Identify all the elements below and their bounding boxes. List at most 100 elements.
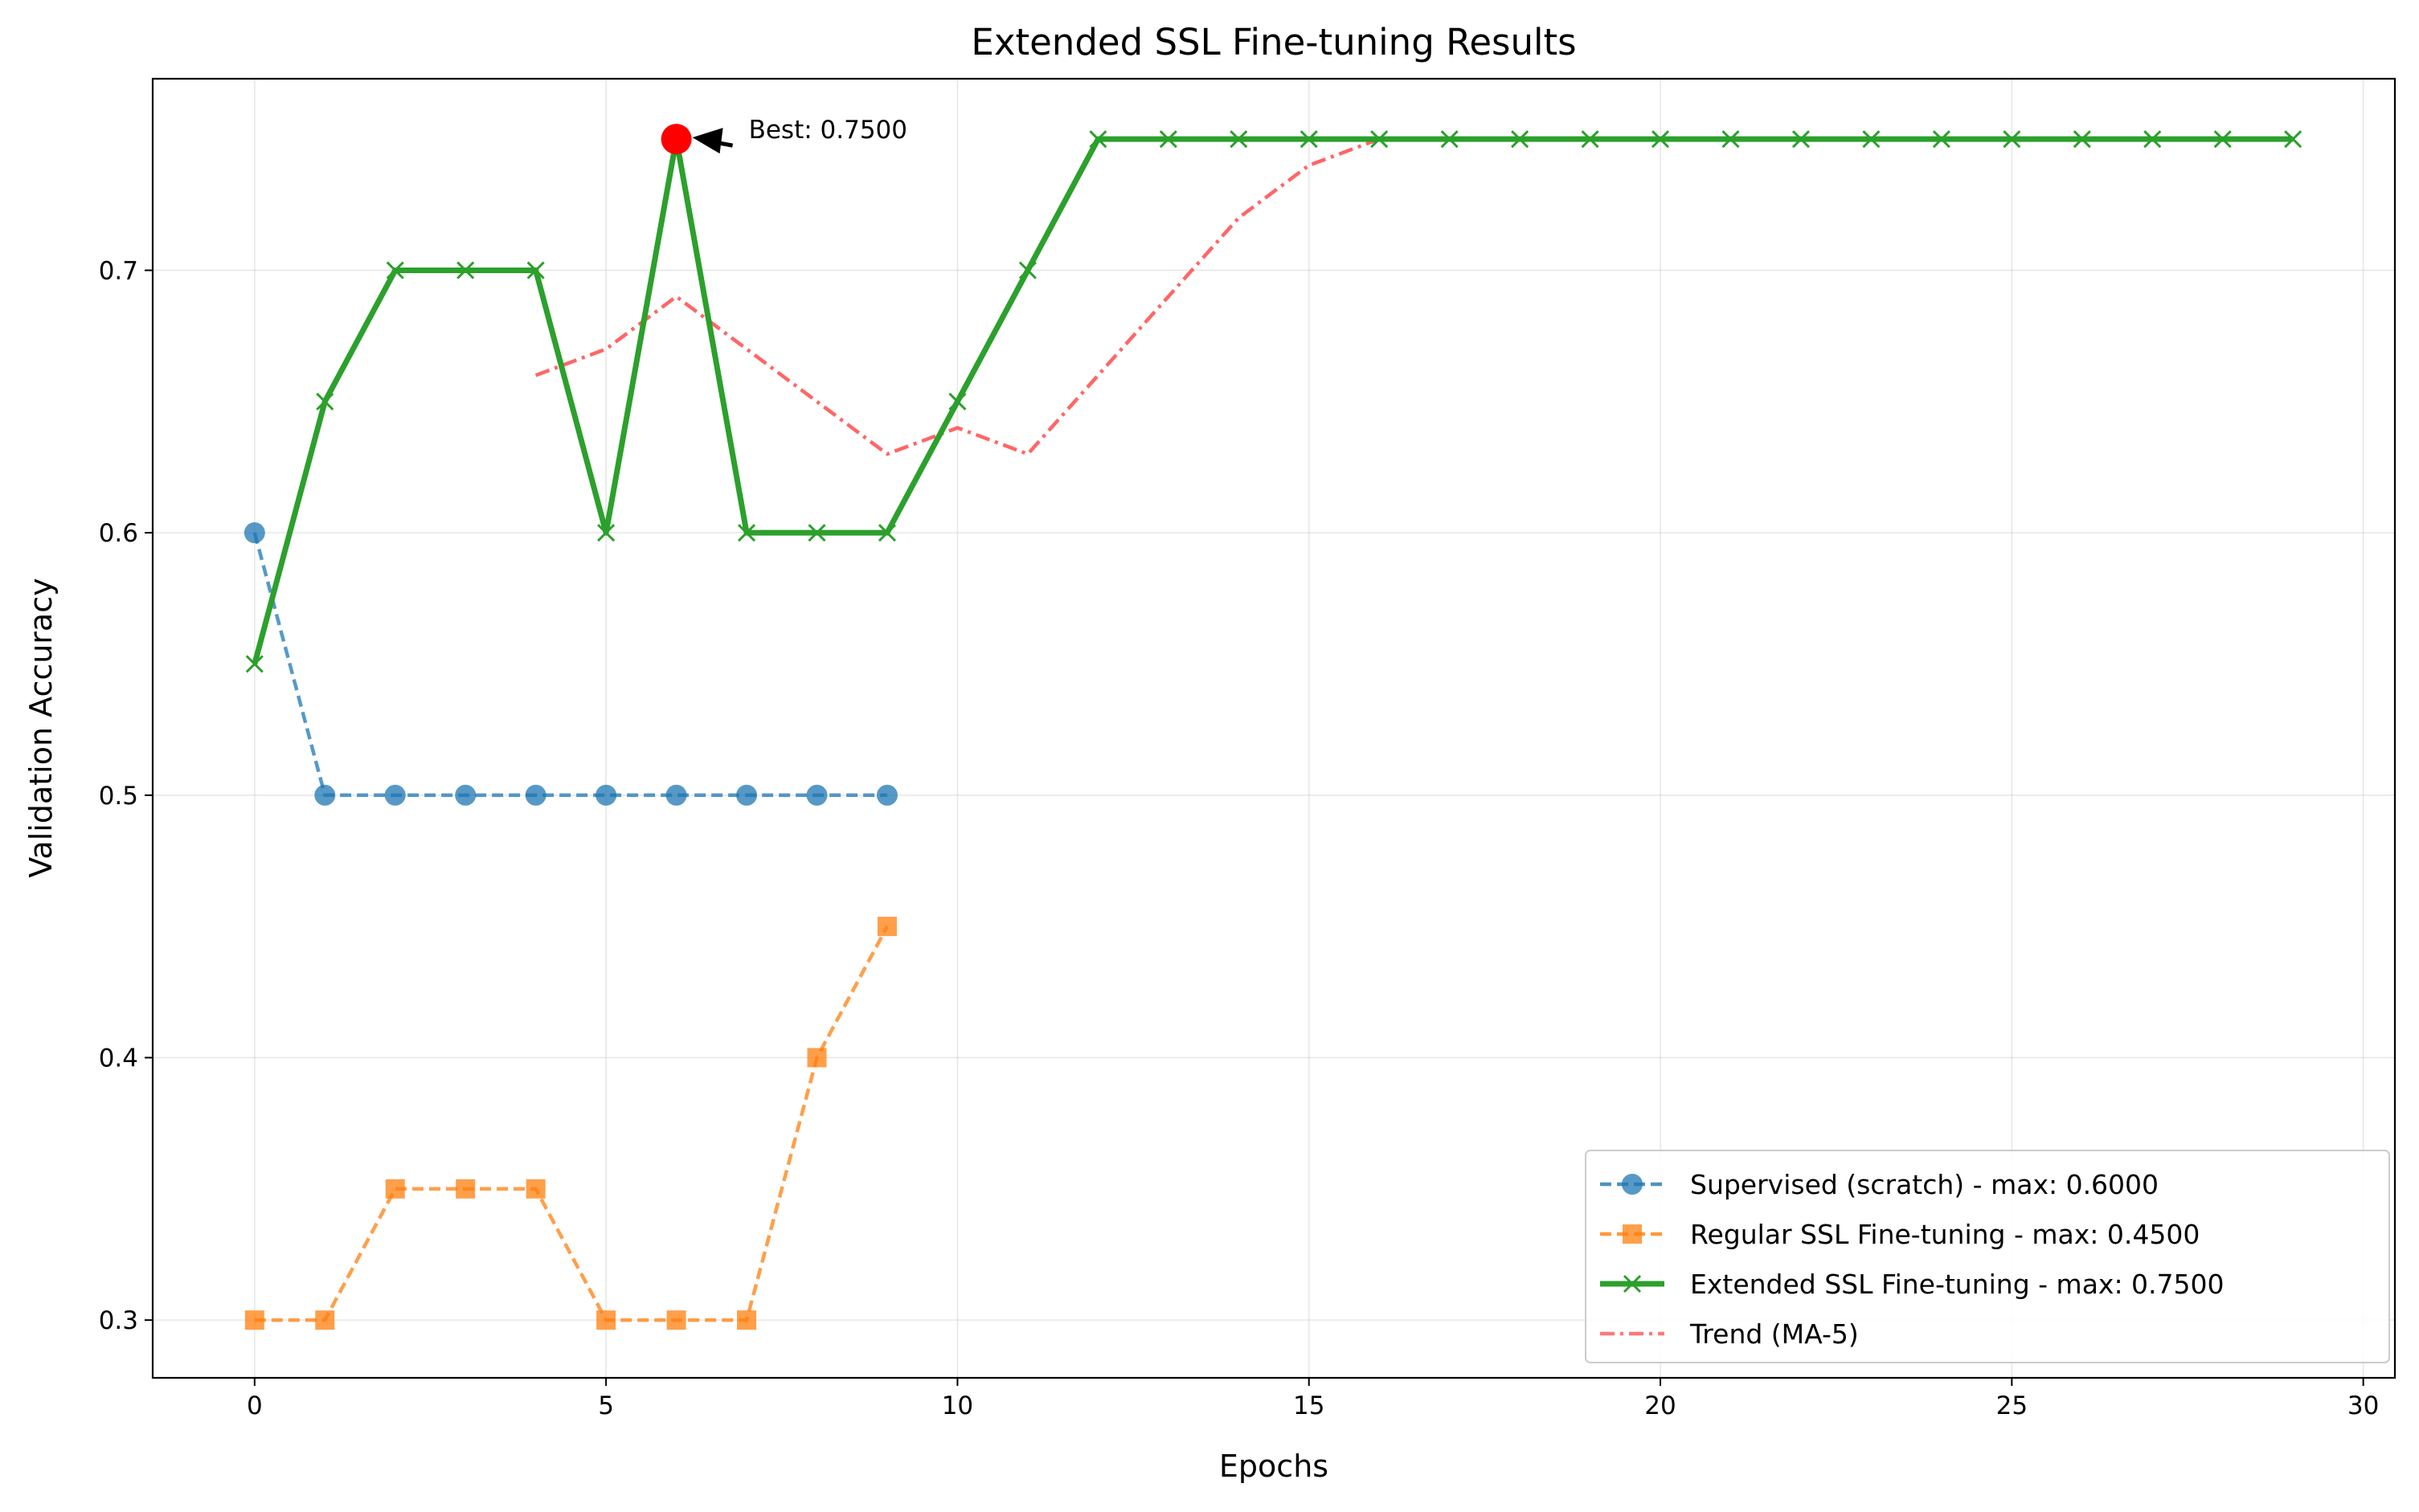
data-point-regular-ssl: [737, 1310, 757, 1330]
data-point-extended-ssl: [1089, 130, 1107, 149]
data-point-supervised: [876, 784, 898, 806]
marker-stroke: [2143, 130, 2162, 149]
marker-stroke: [1440, 130, 1459, 149]
data-point-regular-ssl: [385, 1179, 405, 1199]
axis-ticks: 0 5 10 15 20 25 30 0.3 0.4 0.5 0.6 0.7: [99, 256, 2380, 1420]
marker-stroke: [1623, 1274, 1642, 1293]
data-point-supervised: [665, 784, 687, 806]
y-tick-label: 0.3: [99, 1306, 138, 1335]
x-tick-label: 5: [598, 1391, 614, 1420]
chart-title: Extended SSL Fine-tuning Results: [971, 21, 1576, 63]
legend-frame: [1585, 1150, 2390, 1363]
y-axis-label: Validation Accuracy: [23, 578, 59, 877]
marker-stroke: [1651, 130, 1670, 149]
data-point-extended-ssl: [316, 392, 334, 411]
data-point-supervised: [736, 784, 758, 806]
legend-label: Extended SSL Fine-tuning - max: 0.7500: [1690, 1269, 2225, 1300]
marker-stroke: [737, 524, 756, 542]
data-point-regular-ssl: [596, 1310, 616, 1330]
legend: Supervised (scratch) - max: 0.6000 Regula…: [1585, 1150, 2390, 1363]
data-point-extended-ssl: [1300, 130, 1318, 149]
legend-entry-regular-ssl: Regular SSL Fine-tuning - max: 0.4500: [1600, 1219, 2200, 1250]
data-point-supervised: [314, 784, 336, 806]
data-point-regular-ssl: [456, 1179, 476, 1199]
data-point-supervised: [455, 784, 477, 806]
series-group: [244, 130, 2302, 1330]
legend-entry-extended-ssl: Extended SSL Fine-tuning - max: 0.7500: [1600, 1269, 2225, 1300]
data-point-regular-ssl: [315, 1310, 335, 1330]
annotation-arrow-head: [692, 128, 723, 154]
data-point-supervised: [596, 784, 617, 806]
legend-label: Supervised (scratch) - max: 0.6000: [1690, 1169, 2159, 1200]
data-point-extended-ssl: [386, 261, 404, 280]
data-point-extended-ssl: [1932, 130, 1950, 149]
best-annotation: Best: 0.7500: [661, 116, 907, 155]
data-point-extended-ssl: [2003, 130, 2021, 149]
marker-stroke: [386, 261, 404, 280]
marker-stroke: [1862, 130, 1881, 149]
data-point-supervised: [525, 784, 546, 806]
x-axis-label: Epochs: [1219, 1449, 1328, 1484]
marker-stroke: [1300, 130, 1318, 149]
data-point-extended-ssl: [1230, 130, 1248, 149]
data-point-supervised: [806, 784, 828, 806]
marker-stroke: [808, 524, 826, 542]
marker-stroke: [245, 655, 264, 673]
legend-label: Trend (MA-5): [1689, 1318, 1859, 1350]
series-regular-ssl: [244, 917, 897, 1330]
data-point-extended-ssl: [878, 524, 897, 542]
annotation-text: Best: 0.7500: [749, 116, 907, 145]
legend-marker: [1622, 1174, 1643, 1195]
data-point-extended-ssl: [1791, 130, 1811, 149]
x-tick-label: 10: [942, 1391, 973, 1420]
data-point-extended-ssl: [2143, 130, 2162, 149]
series-supervised: [244, 522, 898, 806]
legend-entry-trend-ma5: Trend (MA-5): [1600, 1318, 1859, 1350]
plot-frame: [151, 77, 2396, 1379]
marker-stroke: [1230, 130, 1248, 149]
legend-marker: [1623, 1224, 1642, 1244]
legend-label: Regular SSL Fine-tuning - max: 0.4500: [1690, 1219, 2200, 1250]
data-point-extended-ssl: [1370, 130, 1389, 149]
marker-stroke: [456, 261, 475, 280]
marker-stroke: [1159, 130, 1177, 149]
legend-entry-supervised: Supervised (scratch) - max: 0.6000: [1600, 1169, 2159, 1200]
best-point-marker: [661, 124, 692, 155]
data-point-extended-ssl: [737, 524, 756, 542]
y-tick-label: 0.7: [99, 256, 138, 285]
marker-stroke: [597, 524, 616, 542]
marker-stroke: [1581, 130, 1599, 149]
data-point-extended-ssl: [948, 392, 967, 411]
y-tick-label: 0.4: [99, 1044, 138, 1073]
data-point-regular-ssl: [807, 1048, 827, 1068]
series-line-extended-ssl: [252, 136, 2294, 665]
data-point-extended-ssl: [1721, 130, 1740, 149]
data-point-extended-ssl: [597, 524, 616, 542]
x-tick-label: 30: [2347, 1391, 2379, 1420]
data-point-extended-ssl: [456, 261, 475, 280]
data-point-regular-ssl: [666, 1310, 686, 1330]
series-extended-ssl: [245, 130, 2302, 673]
data-point-extended-ssl: [808, 524, 826, 542]
data-point-supervised: [244, 522, 265, 544]
x-tick-label: 25: [1996, 1391, 2028, 1420]
marker-stroke: [1018, 261, 1037, 280]
data-point-supervised: [384, 784, 406, 806]
marker-stroke: [526, 261, 545, 280]
data-point-extended-ssl: [2213, 130, 2232, 149]
marker-stroke: [1791, 130, 1811, 149]
y-tick-label: 0.5: [99, 782, 138, 811]
data-point-extended-ssl: [2284, 130, 2302, 149]
marker-stroke: [1089, 130, 1107, 149]
data-point-regular-ssl: [877, 917, 897, 937]
marker-stroke: [1721, 130, 1740, 149]
marker-stroke: [316, 392, 334, 411]
data-point-extended-ssl: [1440, 130, 1459, 149]
marker-stroke: [1370, 130, 1389, 149]
data-point-extended-ssl: [1018, 261, 1037, 280]
legend-marker: [1623, 1274, 1642, 1293]
data-point-extended-ssl: [1159, 130, 1177, 149]
x-tick-label: 20: [1644, 1391, 1676, 1420]
data-point-regular-ssl: [244, 1310, 264, 1330]
